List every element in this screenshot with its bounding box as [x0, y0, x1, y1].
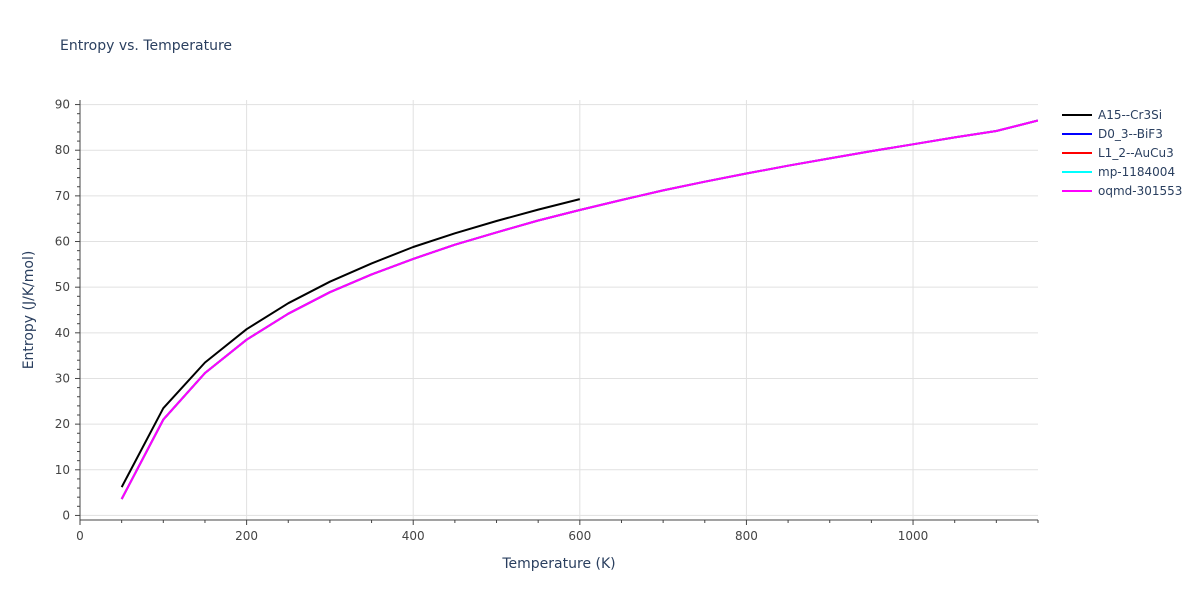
legend-label: L1_2--AuCu3 — [1098, 146, 1174, 160]
legend-item-3[interactable]: mp-1184004 — [1062, 165, 1175, 179]
x-tick-label: 600 — [568, 529, 591, 543]
x-tick-label: 1000 — [898, 529, 929, 543]
chart-title: Entropy vs. Temperature — [60, 38, 232, 54]
y-tick-label: 0 — [62, 508, 70, 522]
y-tick-label: 80 — [55, 143, 70, 157]
legend-label: A15--Cr3Si — [1098, 108, 1162, 122]
y-tick-label: 30 — [55, 371, 70, 385]
x-axis-title: Temperature (K) — [501, 556, 615, 572]
series-lines — [120, 119, 1038, 500]
legend-item-4[interactable]: oqmd-301553 — [1062, 184, 1182, 198]
y-tick-label: 90 — [55, 98, 70, 112]
y-tick-label: 10 — [55, 463, 70, 477]
x-tick-label: 0 — [76, 529, 84, 543]
series-line-4[interactable] — [120, 119, 1038, 500]
legend-item-1[interactable]: D0_3--BiF3 — [1062, 127, 1163, 141]
y-tick-label: 20 — [55, 417, 70, 431]
legend-item-0[interactable]: A15--Cr3Si — [1062, 108, 1162, 122]
ticks: 0 200 400 600 800 1000 0 10 20 30 40 50 60 70 80 90 — [55, 98, 929, 543]
legend-label: mp-1184004 — [1098, 165, 1175, 179]
y-tick-label: 50 — [55, 280, 70, 294]
y-axis-title: Entropy (J/K/mol) — [21, 251, 37, 370]
x-tick-label: 800 — [735, 529, 758, 543]
legend-label: D0_3--BiF3 — [1098, 127, 1163, 141]
axes — [75, 100, 1039, 525]
legend-item-2[interactable]: L1_2--AuCu3 — [1062, 146, 1174, 160]
y-tick-label: 70 — [55, 189, 70, 203]
y-tick-label: 40 — [55, 326, 70, 340]
series-line-0[interactable] — [120, 198, 581, 488]
legend-label: oqmd-301553 — [1098, 184, 1182, 198]
y-tick-label: 60 — [55, 235, 70, 249]
grid — [80, 100, 1038, 520]
x-tick-label: 200 — [235, 529, 258, 543]
x-tick-label: 400 — [402, 529, 425, 543]
legend[interactable]: A15--Cr3Si D0_3--BiF3 L1_2--AuCu3 mp-118400… — [1062, 108, 1182, 198]
